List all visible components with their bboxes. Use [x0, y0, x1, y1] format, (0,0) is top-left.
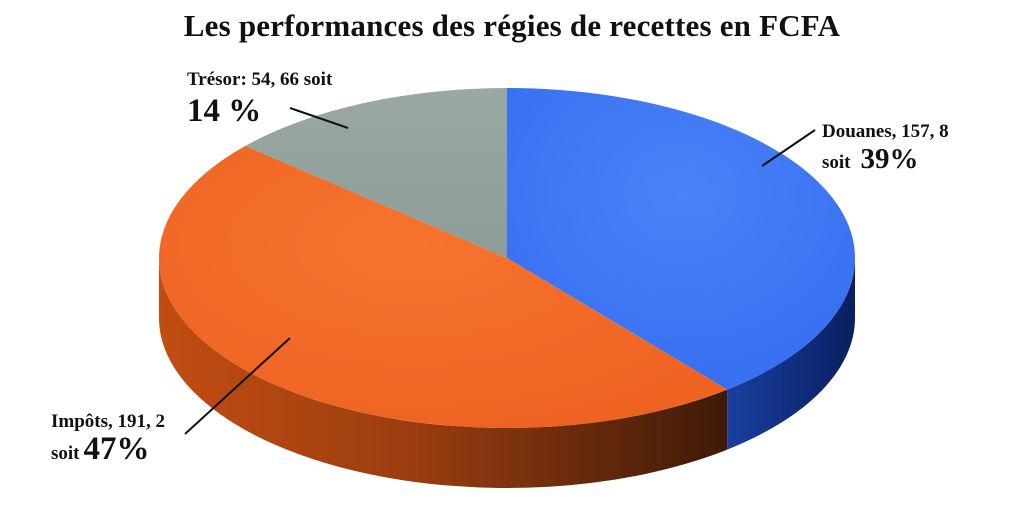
label-tresor-percent: 14 % — [187, 93, 262, 129]
pie-slice-impôts — [158, 145, 728, 429]
pie-slice-trésor — [245, 88, 508, 258]
pie-slice-douanes — [507, 88, 855, 390]
label-tresor: Trésor: 54, 66 soit 14 % — [187, 70, 332, 128]
leader-line-tresor — [289, 107, 349, 129]
leader-line-impots — [184, 337, 291, 435]
chart-title: Les performances des régies de recettes … — [183, 8, 841, 43]
label-douanes-percent: 39% — [860, 143, 919, 175]
label-douanes-text: Douanes, 157, 8 — [822, 121, 949, 142]
label-douanes-soit: soit — [822, 152, 851, 173]
label-impots-soit: soit — [51, 443, 80, 464]
leader-line-douanes — [761, 129, 816, 167]
pie-side-impôts — [159, 258, 728, 488]
pie-side-douanes — [727, 258, 855, 450]
label-tresor-text: Trésor: 54, 66 soit — [187, 69, 333, 90]
label-impots: Impôts, 191, 2 soit 47% — [51, 412, 165, 466]
label-impots-percent: 47% — [83, 431, 150, 467]
label-douanes: Douanes, 157, 8 soit 39% — [822, 122, 949, 174]
label-impots-text: Impôts, 191, 2 — [51, 411, 166, 432]
